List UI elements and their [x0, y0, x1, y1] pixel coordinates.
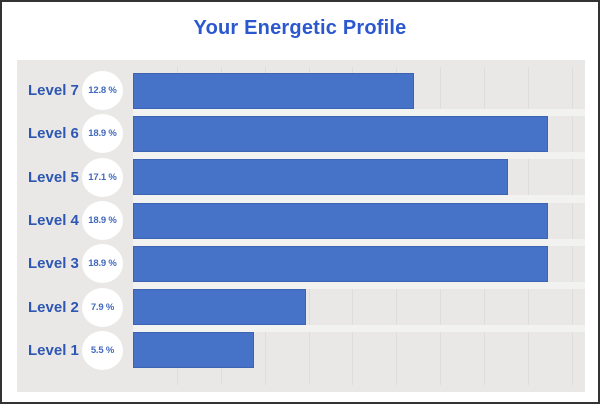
bar-level-6 — [133, 115, 548, 152]
bar-track — [133, 202, 585, 239]
value-badge: 18.9 % — [82, 244, 123, 284]
bar-row-level-4: Level 4 18.9 % — [17, 199, 585, 242]
bar-track — [133, 72, 585, 109]
bar-row-level-5: Level 5 17.1 % — [17, 156, 585, 199]
bar-level-7 — [133, 72, 414, 109]
value-badge: 18.9 % — [82, 201, 123, 241]
bar-row-level-7: Level 7 12.8 % — [17, 69, 585, 112]
bar-track — [133, 159, 585, 196]
bar-level-5 — [133, 159, 509, 196]
category-label: Level 6 — [28, 125, 79, 143]
bar-row-level-3: Level 3 18.9 % — [17, 242, 585, 285]
bar-level-1 — [133, 332, 254, 369]
bar-level-2 — [133, 289, 307, 326]
value-badge: 12.8 % — [82, 71, 123, 111]
bar-row-level-6: Level 6 18.9 % — [17, 112, 585, 155]
bar-track — [133, 245, 585, 282]
value-badge: 18.9 % — [82, 114, 123, 154]
bar-track — [133, 289, 585, 326]
category-label: Level 5 — [28, 168, 79, 186]
value-badge: 17.1 % — [82, 157, 123, 197]
bar-track — [133, 332, 585, 369]
bar-row-level-1: Level 1 5.5 % — [17, 329, 585, 372]
chart-plot-panel: Level 7 12.8 % Level 6 18.9 % Level 5 17… — [17, 60, 585, 392]
value-badge: 7.9 % — [82, 287, 123, 327]
category-label: Level 1 — [28, 341, 79, 359]
bar-rows: Level 7 12.8 % Level 6 18.9 % Level 5 17… — [17, 69, 585, 372]
value-badge: 5.5 % — [82, 330, 123, 370]
category-label: Level 3 — [28, 255, 79, 273]
bar-level-4 — [133, 202, 548, 239]
category-label: Level 2 — [28, 298, 79, 316]
category-label: Level 4 — [28, 212, 79, 230]
bar-row-level-2: Level 2 7.9 % — [17, 285, 585, 328]
bar-level-3 — [133, 245, 548, 282]
category-label: Level 7 — [28, 82, 79, 100]
bar-track — [133, 115, 585, 152]
chart-title: Your Energetic Profile — [193, 17, 407, 39]
